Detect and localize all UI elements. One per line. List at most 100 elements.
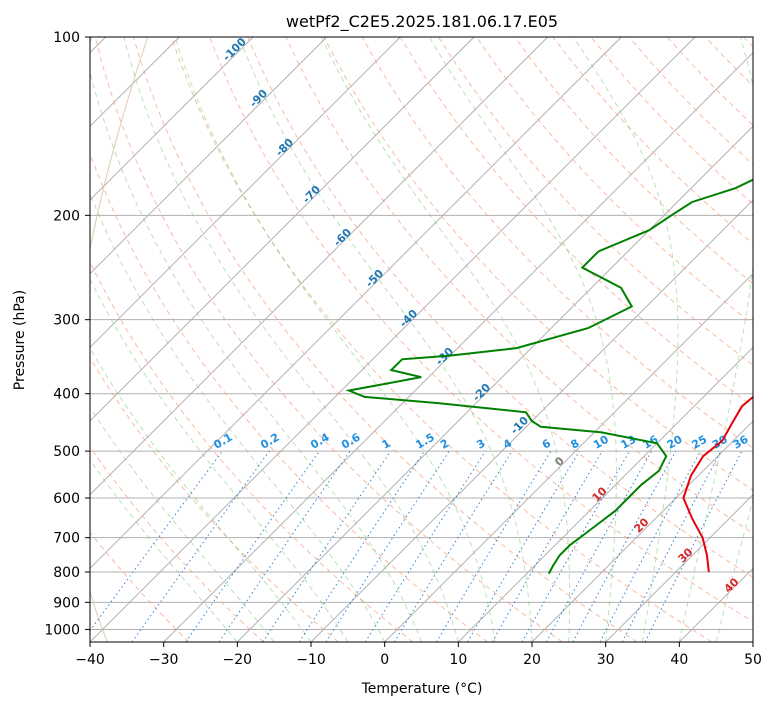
dry-adiabat-line: [94, 37, 563, 642]
isotherm-line: [90, 37, 696, 642]
moist-adiabat-label: -60: [331, 226, 354, 249]
moist-adiabat-label: -80: [273, 136, 296, 159]
moist-adiabat-label: 20: [632, 515, 652, 535]
dry-adiabat-line: [247, 37, 753, 578]
dry-adiabat-line: [209, 37, 753, 623]
isotherm-line: [605, 494, 753, 642]
mixing-ratio-line: [218, 450, 351, 642]
mixing-ratio-label: 6: [540, 436, 553, 451]
y-tick-label: 400: [53, 387, 80, 403]
mixing-ratio-line: [393, 450, 513, 642]
y-tick-label: 100: [53, 30, 80, 46]
moist-adiabat-line: [123, 37, 459, 642]
moist-adiabat-line: [90, 406, 275, 642]
dry-adiabat-line: [514, 37, 753, 285]
mixing-ratio-line: [599, 450, 701, 642]
mixing-ratio-line: [325, 450, 450, 642]
isotherm-line: [90, 37, 254, 201]
x-tick-label: −40: [75, 652, 105, 668]
x-tick-label: −20: [223, 652, 253, 668]
background-grid: [90, 37, 753, 642]
mixing-ratio-line: [90, 450, 223, 632]
moist-adiabat-line: [90, 70, 422, 642]
mixing-ratio-line: [298, 450, 425, 642]
mixing-ratio-line: [467, 450, 580, 642]
isotherm-line: [458, 346, 753, 642]
mixing-ratio-label: 2: [438, 437, 451, 452]
moist-adiabat-line: [320, 37, 571, 642]
temperature-profile-line: [682, 395, 753, 573]
x-tick-label: 10: [449, 652, 467, 668]
isotherm-line: [90, 37, 622, 569]
isotherm-line: [90, 37, 548, 496]
y-tick-label: 500: [53, 444, 80, 460]
mixing-ratio-line: [435, 450, 552, 642]
isotherm-line: [163, 52, 753, 642]
moist-adiabat-label: -40: [397, 307, 420, 330]
x-tick-label: 50: [744, 652, 762, 668]
mixing-ratio-line: [644, 450, 743, 642]
mixing-ratio-label: 10: [591, 433, 611, 452]
y-tick-label: 300: [53, 313, 80, 329]
isotherm-line: [679, 567, 753, 642]
moist-adiabat-line: [238, 37, 533, 642]
y-tick-label: 1000: [44, 622, 80, 638]
sounding-profiles: [345, 178, 753, 575]
mixing-ratio-label: 0.2: [258, 431, 281, 452]
isotherm-line: [531, 420, 753, 642]
mixing-ratio-line: [521, 450, 630, 642]
x-tick-label: 30: [597, 652, 615, 668]
moist-adiabat-line: [90, 459, 238, 642]
mixing-ratio-label: 20: [665, 433, 685, 452]
moist-adiabat-line: [90, 278, 349, 642]
mixing-ratio-line: [185, 450, 320, 642]
x-tick-label: 0: [380, 652, 389, 668]
x-tick-label: −30: [149, 652, 179, 668]
moist-adiabat-label: -50: [363, 267, 386, 290]
mixing-ratio-line: [364, 450, 486, 642]
isotherm-line: [90, 37, 475, 422]
mixing-ratio-label: 0.6: [339, 431, 363, 452]
x-tick-label: −10: [296, 652, 326, 668]
mixing-ratio-label: 0.1: [211, 431, 234, 452]
x-axis: −40 −30 −20 −10 0 10 20 30 40 50: [75, 642, 762, 668]
mixing-ratio-label: 36: [731, 433, 751, 452]
reference-curve-line: [90, 37, 149, 642]
moist-adiabat-label: -100: [220, 35, 249, 64]
moist-adiabat-label: -20: [470, 381, 493, 404]
isotherm-line: [237, 125, 753, 642]
chart-title: wetPf2_C2E5.2025.181.06.17.E05: [286, 12, 558, 32]
mixing-ratio-label: 1.5: [413, 431, 436, 452]
x-axis-label: Temperature (°C): [361, 681, 483, 697]
x-tick-label: 20: [523, 652, 541, 668]
moist-adiabat-line: [572, 37, 679, 642]
dry-adiabat-line: [743, 37, 753, 48]
dewpoint-profile-line: [345, 178, 753, 575]
mixing-ratio-label: 25: [690, 433, 710, 452]
moist-adiabat-label: 10: [590, 484, 610, 504]
dry-adiabat-line: [90, 446, 264, 642]
moist-adiabat-label: 40: [722, 575, 742, 595]
isotherm-line: [90, 37, 401, 348]
isoline-labels: 0.1 0.2 0.4 0.6 1 1.5 2 3 4 6 8 10 13 16 20 25 30 36-100-…: [211, 35, 750, 596]
dry-adiabat-line: [90, 152, 488, 642]
moist-adiabat-line: [90, 192, 386, 642]
dry-adiabat-line: [361, 37, 753, 449]
moist-adiabat-label: -10: [508, 414, 531, 437]
mixing-ratio-line: [262, 450, 392, 642]
moist-adiabat-line: [90, 347, 312, 642]
dry-adiabat-line: [704, 37, 753, 87]
y-axis-label: Pressure (hPa): [12, 290, 28, 390]
dry-adiabat-line: [90, 260, 414, 642]
mixing-ratio-label: 8: [568, 437, 581, 452]
mixing-ratio-line: [572, 450, 677, 642]
dry-adiabat-line: [90, 356, 339, 642]
y-tick-label: 800: [53, 565, 80, 581]
x-tick-label: 40: [670, 652, 688, 668]
y-tick-label: 200: [53, 208, 80, 224]
moist-adiabat-line: [715, 497, 753, 642]
mixing-ratio-label: 1: [380, 437, 393, 452]
moist-adiabat-label: 30: [676, 545, 696, 565]
mixing-ratio-label: 0.4: [308, 431, 332, 452]
